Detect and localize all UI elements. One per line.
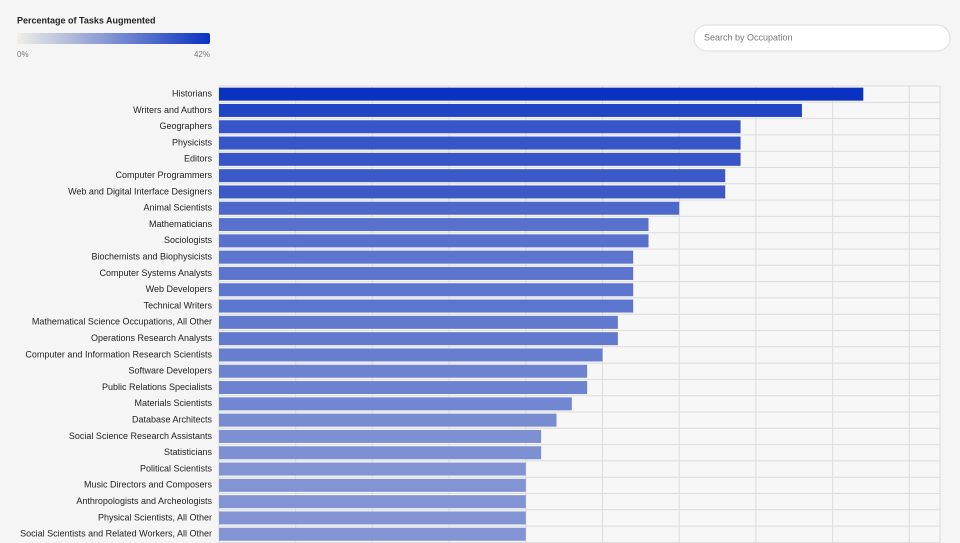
category-label: Editors [184, 154, 213, 164]
category-label: Anthropologists and Archeologists [76, 496, 212, 506]
bar [219, 201, 680, 215]
legend-gradient [17, 33, 210, 44]
bar [219, 169, 726, 183]
category-label: Statisticians [164, 447, 213, 457]
bar [219, 495, 526, 509]
bar [219, 283, 634, 297]
bar [219, 185, 726, 199]
category-label: Software Developers [128, 366, 212, 376]
category-label: Mathematical Science Occupations, All Ot… [32, 317, 212, 327]
bar [219, 478, 526, 492]
bar [219, 152, 741, 166]
category-label: Geographers [159, 121, 212, 131]
bar [219, 120, 741, 134]
bar [219, 511, 526, 525]
bar [219, 299, 634, 313]
category-label: Public Relations Specialists [102, 382, 213, 392]
category-label: Sociologists [164, 235, 213, 245]
category-label: Physical Scientists, All Other [98, 512, 212, 522]
category-label: Technical Writers [144, 300, 213, 310]
legend-max: 42% [194, 50, 210, 59]
category-label: Computer Programmers [115, 170, 212, 180]
legend-title: Percentage of Tasks Augmented [17, 15, 156, 25]
category-label: Political Scientists [140, 463, 213, 473]
category-label: Operations Research Analysts [91, 333, 213, 343]
category-label: Writers and Authors [133, 105, 212, 115]
bar [219, 462, 526, 476]
bar [219, 266, 634, 280]
bar [219, 397, 572, 411]
bar [219, 136, 741, 150]
bar [219, 87, 864, 101]
category-label: Biochemists and Biophysicists [91, 252, 212, 262]
bar [219, 250, 634, 264]
bar [219, 364, 588, 378]
bar [219, 446, 542, 460]
bar [219, 103, 802, 117]
category-label: Physicists [172, 137, 213, 147]
category-label: Database Architects [132, 415, 213, 425]
category-label: Historians [172, 89, 213, 99]
category-label: Computer and Information Research Scient… [25, 349, 212, 359]
category-label: Animal Scientists [143, 203, 212, 213]
category-label: Mathematicians [149, 219, 213, 229]
category-label: Social Science Research Assistants [69, 431, 213, 441]
bar [219, 429, 542, 443]
category-label: Web and Digital Interface Designers [68, 186, 212, 196]
category-label: Social Scientists and Related Workers, A… [20, 529, 212, 539]
search-box[interactable] [693, 24, 951, 52]
category-label: Materials Scientists [134, 398, 212, 408]
bar [219, 234, 649, 248]
bar [219, 332, 618, 346]
bar [219, 527, 526, 541]
bar [219, 315, 618, 329]
search-placeholder: Search by Occupation [704, 32, 793, 42]
category-label: Computer Systems Analysts [99, 268, 212, 278]
bar [219, 381, 588, 395]
legend-min: 0% [17, 50, 29, 59]
bar [219, 348, 603, 362]
category-label: Music Directors and Composers [84, 480, 213, 490]
bar [219, 218, 649, 232]
bar [219, 413, 557, 427]
category-label: Web Developers [146, 284, 213, 294]
